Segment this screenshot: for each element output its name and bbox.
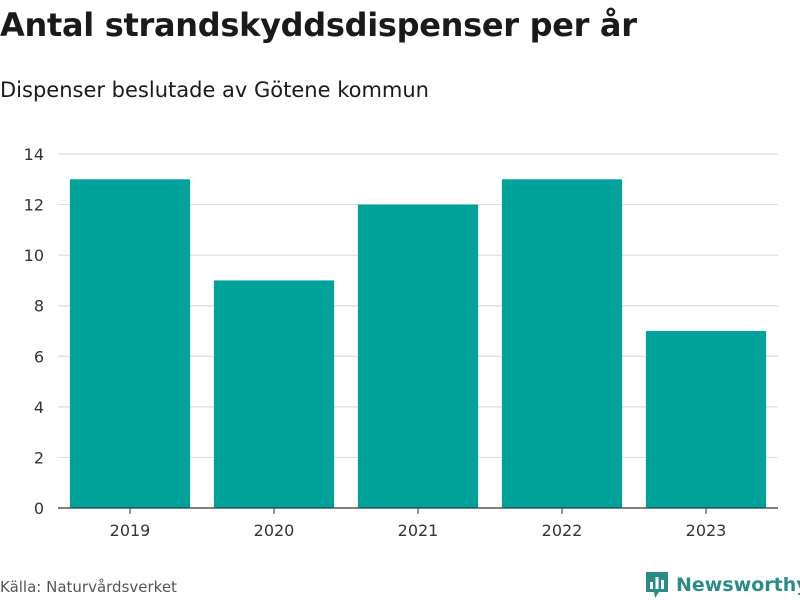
y-axis-ticks: 0 2 4 6 8 10 12 14 xyxy=(24,145,44,518)
bar-2020 xyxy=(213,280,335,508)
bar-2019 xyxy=(69,179,191,509)
y-tick-label: 6 xyxy=(34,347,44,366)
x-tick-label: 2021 xyxy=(398,521,439,540)
bars xyxy=(69,179,767,509)
x-tick-label: 2022 xyxy=(542,521,583,540)
x-tick-label: 2020 xyxy=(254,521,295,540)
y-tick-label: 14 xyxy=(24,145,44,164)
bar-chart-logo-icon xyxy=(646,572,668,598)
x-tick-label: 2023 xyxy=(686,521,727,540)
bar-2023 xyxy=(645,331,767,508)
bar-2021 xyxy=(357,204,479,509)
y-tick-label: 2 xyxy=(34,448,44,467)
y-tick-label: 8 xyxy=(34,297,44,316)
y-tick-label: 0 xyxy=(34,499,44,518)
chart-subtitle: Dispenser beslutade av Götene kommun xyxy=(0,78,429,102)
chart-title: Antal strandskyddsdispenser per år xyxy=(0,6,637,44)
brand-logo: Newsworthy xyxy=(644,570,800,600)
y-tick-label: 4 xyxy=(34,398,44,417)
x-tick-label: 2019 xyxy=(110,521,151,540)
y-tick-label: 12 xyxy=(24,196,44,215)
y-tick-label: 10 xyxy=(24,246,44,265)
brand-name: Newsworthy xyxy=(676,574,800,596)
source-note: Källa: Naturvårdsverket xyxy=(0,578,177,596)
bar-2022 xyxy=(501,179,623,509)
x-axis-ticks: 2019 2020 2021 2022 2023 xyxy=(110,508,727,540)
